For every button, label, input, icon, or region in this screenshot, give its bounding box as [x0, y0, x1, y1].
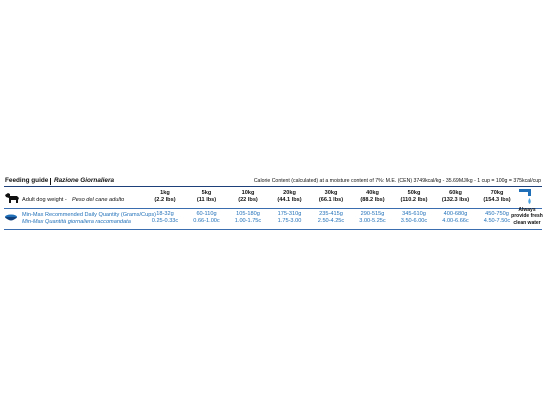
- grams: 400-680g: [443, 211, 468, 217]
- rule: [4, 186, 542, 187]
- weight-lbs: (132.3 lbs): [441, 197, 470, 203]
- weight-lbs: (110.2 lbs): [400, 197, 428, 203]
- rule: [4, 208, 542, 209]
- weight-kg: 1kg: [160, 190, 170, 196]
- weight-label: Adult dog weight -: [22, 197, 67, 203]
- water-note: provide fresh: [511, 213, 543, 220]
- calorie-note: Calorie Content (calculated) at a moistu…: [253, 178, 541, 184]
- weight-lbs: (2.2 lbs): [154, 197, 176, 203]
- bowl-icon: [5, 214, 17, 221]
- dog-icon: [5, 193, 19, 203]
- quantity-label: Min-Max Recommended Daily Quantity (Gram…: [22, 212, 156, 218]
- grams: 60-110g: [196, 211, 217, 217]
- grams: 345-610g: [402, 211, 426, 217]
- water-icon: [519, 189, 531, 204]
- grams: 105-180g: [236, 211, 260, 217]
- weight-kg: 70kg: [490, 190, 504, 196]
- weight-kg: 5kg: [201, 190, 212, 196]
- weight-lbs: (88.2 lbs): [360, 197, 385, 203]
- cups: 1.75-3.00: [277, 218, 302, 224]
- water-note: clean water: [513, 219, 541, 226]
- weight-label-it: Peso del cane adulto: [72, 197, 125, 203]
- weight-kg: 40kg: [366, 190, 379, 196]
- weight-lbs: (66.1 lbs): [318, 197, 344, 203]
- grams: 235-415g: [319, 211, 343, 217]
- weight-kg: 60kg: [449, 190, 462, 196]
- rule: [4, 229, 542, 230]
- grams: 18-32g: [156, 211, 174, 217]
- subtitle: Razione Giornaliera: [50, 177, 114, 185]
- weight-kg: 20kg: [283, 190, 296, 196]
- weight-lbs: (154.3 lbs): [483, 197, 511, 203]
- grams: 175-310g: [277, 211, 302, 217]
- cups: 4.50-7.50c: [483, 218, 511, 224]
- title: Feeding guide: [5, 177, 49, 184]
- weight-kg: 10kg: [241, 190, 255, 196]
- cups: 4.00-6.66c: [442, 218, 469, 224]
- quantity-label-it: Min-Max Quantità giornaliera raccomandat…: [22, 219, 131, 225]
- water-note: Always: [518, 207, 536, 213]
- weight-kg: 30kg: [324, 190, 338, 196]
- weight-lbs: (44.1 lbs): [277, 197, 302, 203]
- cups: 2.50-4.25c: [317, 218, 345, 224]
- cups: 0.66-1.00c: [193, 218, 220, 224]
- weight-lbs: (22 lbs): [238, 197, 258, 203]
- cups: 3.00-5.25c: [359, 218, 386, 224]
- cups: 3.50-6.00c: [400, 218, 428, 224]
- grams: 450-750g: [485, 211, 509, 217]
- weight-lbs: (11 lbs): [196, 197, 217, 203]
- grams: 290-515g: [360, 211, 385, 217]
- cups: 1.00-1.75c: [234, 218, 262, 224]
- weight-kg: 50kg: [407, 190, 421, 196]
- cups: 0.25-0.33c: [151, 218, 179, 224]
